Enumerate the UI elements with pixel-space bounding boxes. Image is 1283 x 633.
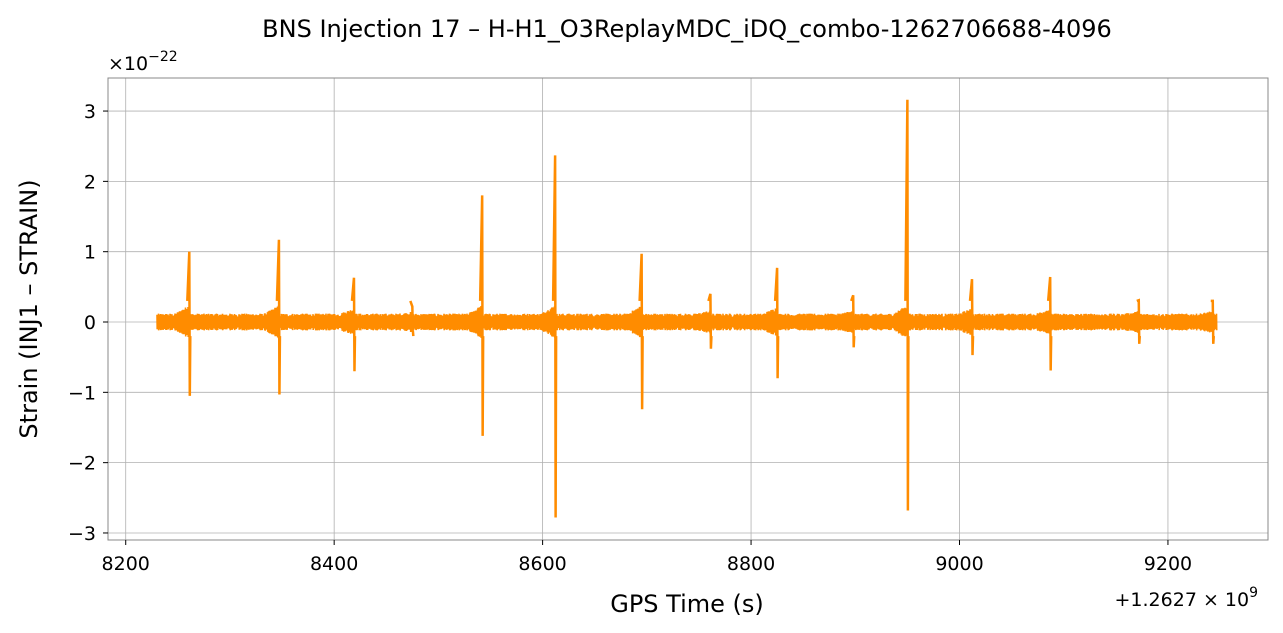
glitch-spike [551, 155, 558, 518]
glitch-spike [850, 294, 856, 348]
glitch-spike [1210, 299, 1216, 344]
glitch-spike [773, 267, 780, 379]
glitch-spike [478, 195, 485, 436]
plot-frame [107, 77, 1269, 541]
glitch-spike [275, 239, 282, 395]
glitch-spike [1046, 276, 1053, 371]
chart-title: BNS Injection 17 – H-H1_O3ReplayMDC_iDQ_… [262, 15, 1112, 43]
glitch-spike [350, 277, 357, 372]
y-tick-label: −2 [68, 453, 96, 475]
glitch-spike [968, 278, 975, 356]
y-tick-label: −3 [68, 523, 96, 545]
glitch-spike [638, 253, 644, 410]
y-axis-label: Strain (INJ1 – STRAIN) [15, 179, 43, 438]
y-tick-label: 1 [84, 242, 96, 264]
noise-trace [156, 305, 1218, 339]
glitch-spike [904, 99, 910, 511]
y-axis: −3 −2 −1 0 1 2 3 [68, 101, 108, 545]
glitch-spike [409, 300, 415, 337]
x-tick-label: 8800 [727, 553, 775, 575]
glitch-spike [1136, 298, 1142, 344]
glitch-spike [186, 251, 192, 396]
x-tick-label: 8400 [310, 553, 358, 575]
x-tick-label: 8600 [518, 553, 566, 575]
glitch-spike [707, 293, 713, 349]
y-tick-label: 0 [84, 312, 96, 334]
y-scale-label: ×10−22 [108, 49, 178, 75]
y-tick-label: 3 [84, 101, 96, 123]
y-tick-label: 2 [84, 171, 96, 193]
x-axis: 8200 8400 8600 8800 9000 9200 [102, 540, 1192, 575]
x-tick-label: 9200 [1144, 553, 1192, 575]
x-axis-label: GPS Time (s) [610, 590, 764, 618]
x-tick-label: 9000 [935, 553, 983, 575]
x-offset-label: +1.2627 × 109 [1115, 585, 1259, 611]
x-tick-label: 8200 [102, 553, 150, 575]
strain-series [156, 99, 1218, 518]
grid [108, 78, 1268, 540]
y-tick-label: −1 [68, 382, 96, 404]
